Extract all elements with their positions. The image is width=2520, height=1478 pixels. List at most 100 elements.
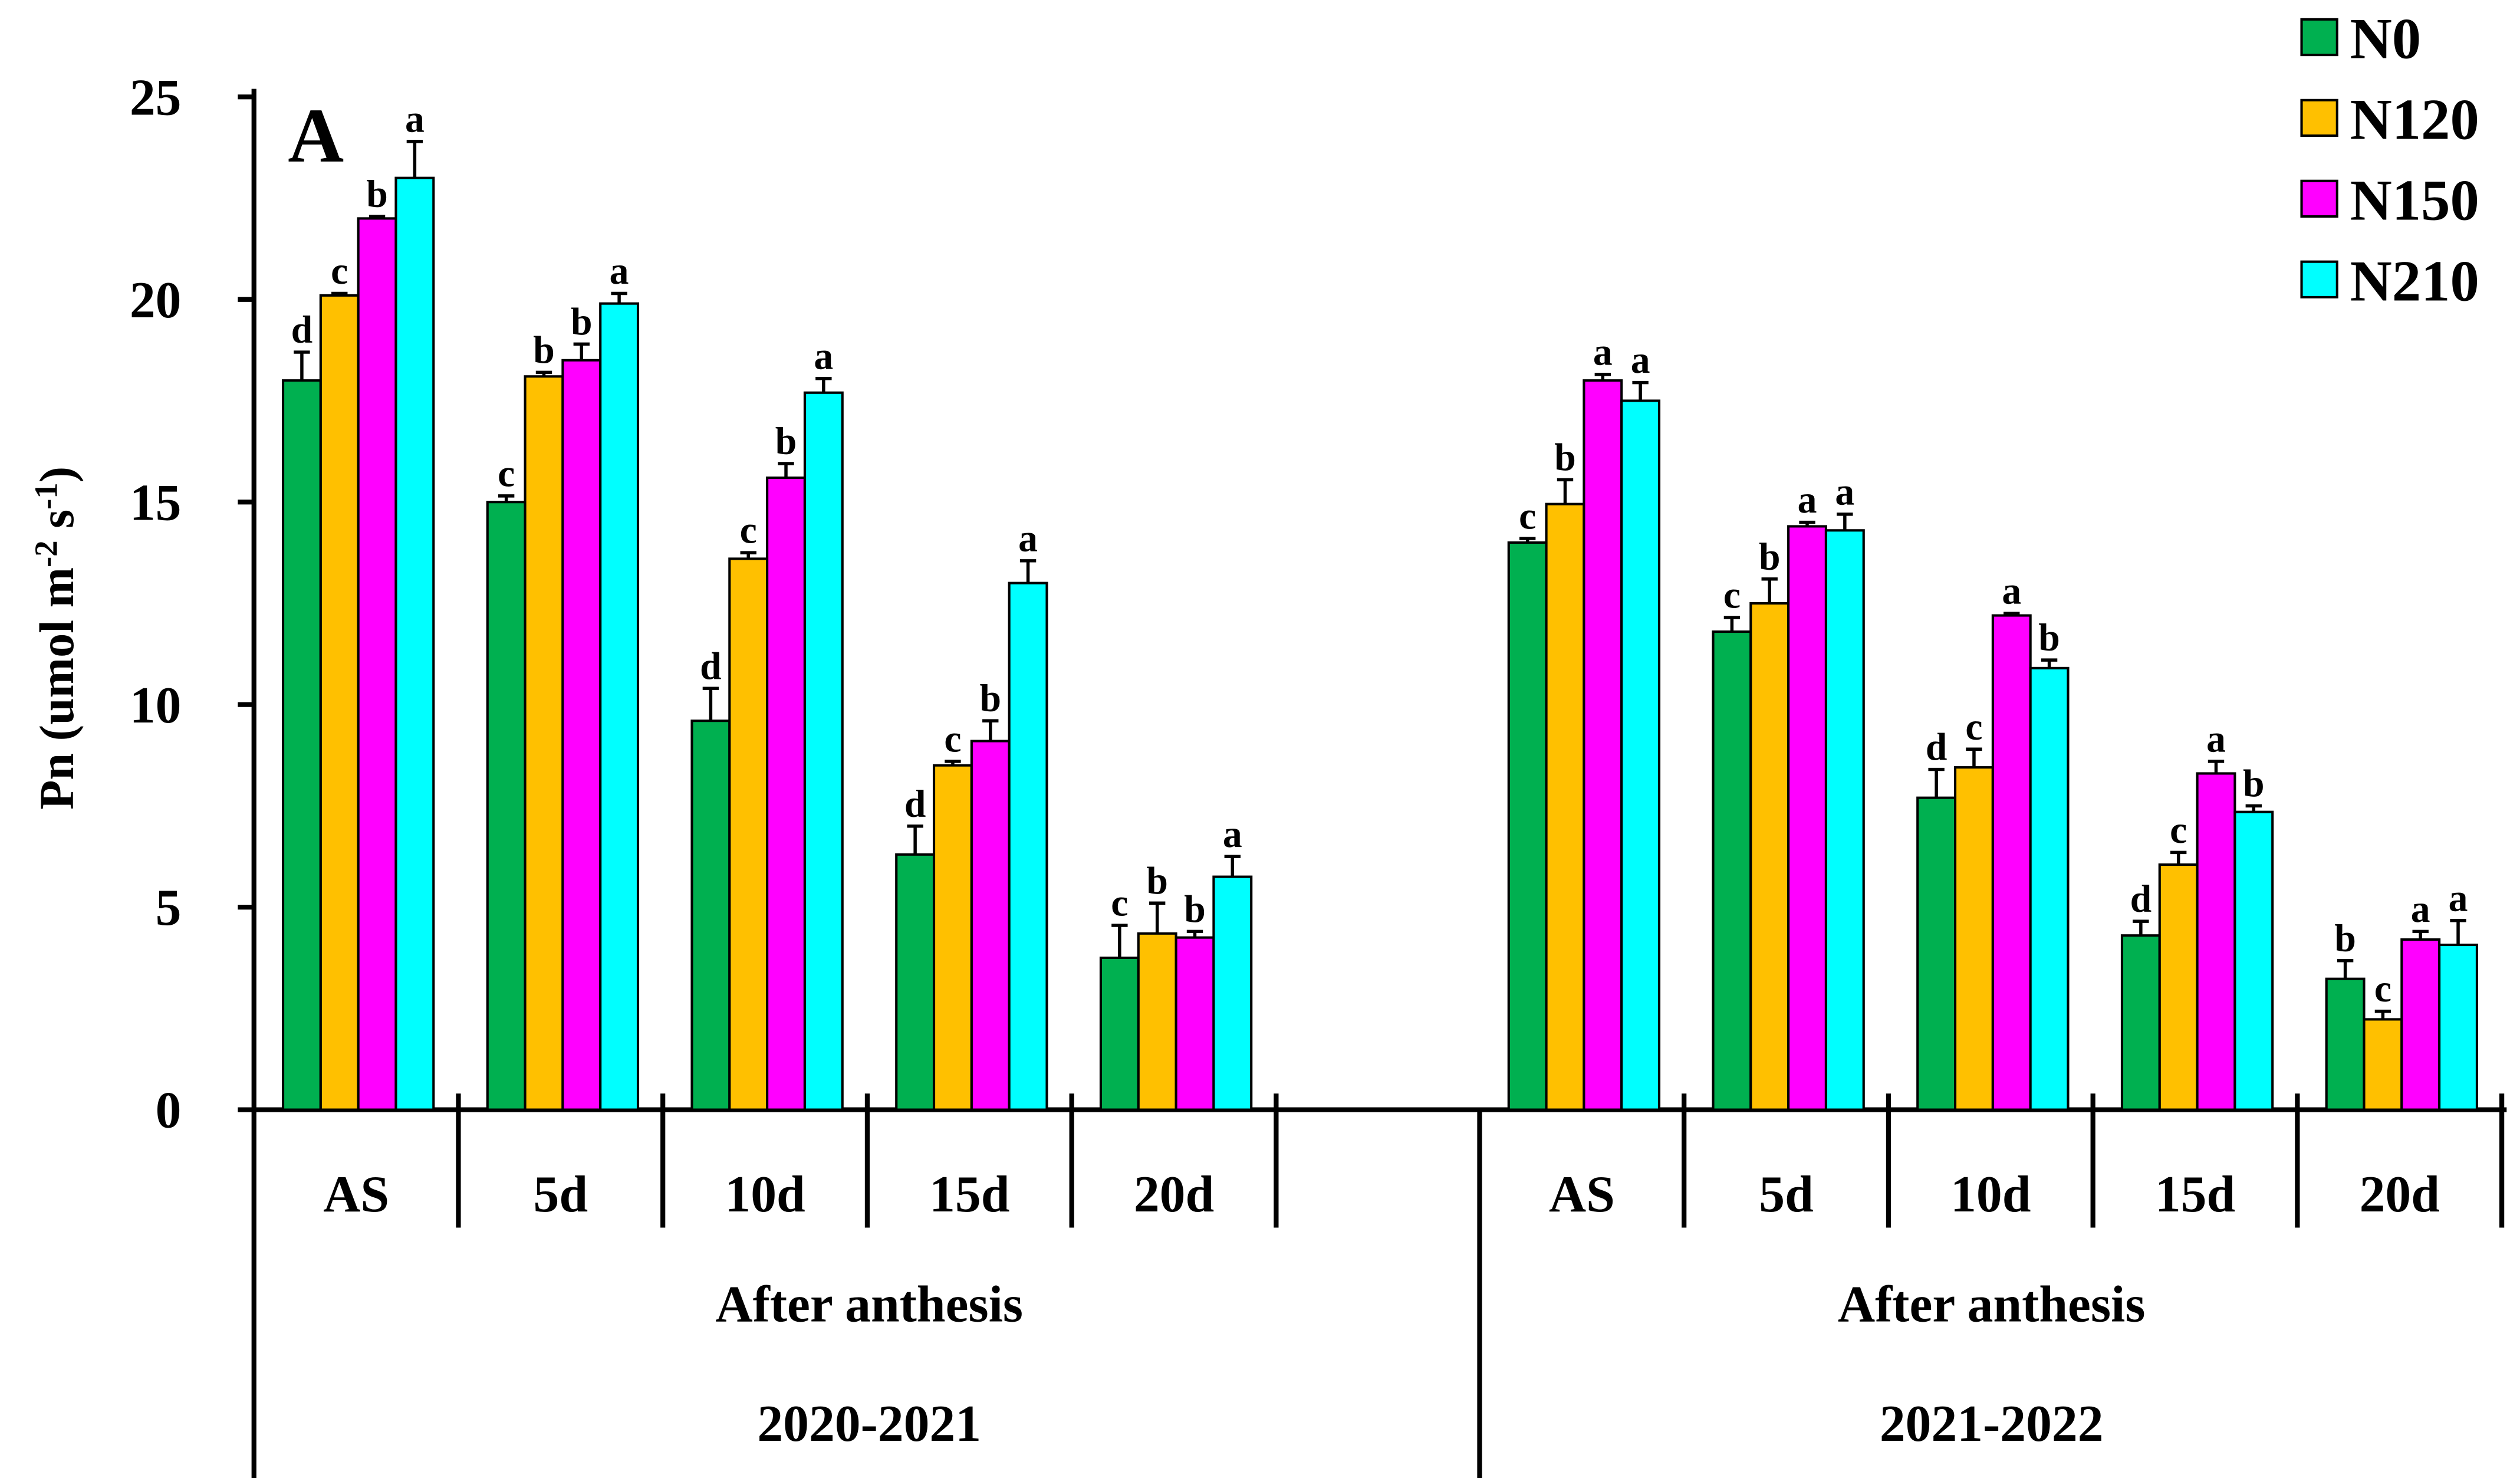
- bar-N120: [1749, 602, 1790, 1111]
- significance-letter: b: [1554, 436, 1576, 479]
- bar-N0: [1099, 956, 1140, 1111]
- y-tick-label: 10: [130, 676, 182, 734]
- significance-letter: b: [2038, 616, 2060, 659]
- significance-letter: b: [533, 329, 555, 372]
- significance-letter: a: [2411, 888, 2430, 931]
- legend-swatch-N0: [2300, 18, 2338, 57]
- bar-N150: [357, 217, 397, 1111]
- bar-N150: [561, 359, 602, 1111]
- significance-letter: a: [1593, 330, 1613, 373]
- significance-letter: b: [1184, 888, 1206, 931]
- bar-N210: [2438, 943, 2479, 1111]
- bar-N210: [2029, 666, 2070, 1111]
- significance-letter: c: [2170, 809, 2187, 852]
- significance-letter: b: [2334, 917, 2356, 960]
- legend-label: N120: [2350, 88, 2479, 152]
- bar-N210: [1212, 875, 1253, 1111]
- bar-N150: [970, 740, 1011, 1111]
- y-tick-label: 25: [130, 68, 182, 126]
- y-tick-label: 0: [156, 1082, 182, 1139]
- y-axis-label-sup1: -2: [28, 540, 64, 567]
- bar-N0: [2120, 934, 2161, 1111]
- bar-N120: [2158, 863, 2199, 1111]
- significance-letter: a: [1223, 813, 1242, 856]
- y-axis-label-sup2: -1: [28, 482, 64, 510]
- bar-N120: [1545, 502, 1585, 1111]
- significance-letter: a: [610, 249, 629, 293]
- significance-letter: b: [1759, 535, 1781, 578]
- panel-label: A: [288, 93, 344, 179]
- y-axis-label-end: ): [30, 467, 84, 482]
- significance-letter: d: [700, 645, 722, 688]
- bar-N0: [1916, 796, 1957, 1111]
- x-axis-label: After anthesis: [715, 1275, 1023, 1332]
- significance-letter: c: [498, 452, 515, 495]
- x-category-label: AS: [1549, 1165, 1615, 1223]
- bar-N120: [728, 557, 769, 1111]
- bar-N120: [524, 375, 564, 1111]
- legend-swatch-N210: [2300, 260, 2338, 298]
- x-category-label: AS: [323, 1165, 389, 1223]
- axes: 0 5 10 15 20 25: [130, 68, 2507, 1478]
- bar-N0: [486, 501, 527, 1111]
- significance-letter: a: [814, 334, 833, 377]
- significance-letter: b: [1146, 859, 1168, 902]
- significance-letter: b: [571, 300, 593, 343]
- bar-N120: [1137, 932, 1177, 1111]
- year-label: 2021-2022: [1880, 1395, 2104, 1452]
- significance-letter: a: [405, 97, 425, 140]
- significance-letter: d: [904, 782, 926, 825]
- significance-letter: a: [1835, 470, 1854, 513]
- bar-N150: [1175, 936, 1215, 1111]
- bar-N0: [281, 379, 322, 1111]
- y-tick-label: 20: [130, 271, 182, 329]
- x-category-label: 10d: [725, 1165, 805, 1223]
- significance-letter: a: [2002, 570, 2021, 613]
- significance-letter: c: [331, 249, 348, 293]
- significance-letter: b: [2243, 762, 2265, 805]
- bar-N150: [1991, 614, 2032, 1111]
- x-category-label: 20d: [2360, 1165, 2440, 1223]
- significance-letter: d: [2130, 878, 2152, 921]
- bar-N210: [1620, 399, 1661, 1111]
- significance-letter: a: [1631, 339, 1650, 382]
- significance-letter: b: [979, 677, 1001, 720]
- legend-label: N210: [2350, 249, 2479, 313]
- x-axis-label: After anthesis: [1838, 1275, 2146, 1332]
- x-category-label: 20d: [1134, 1165, 1214, 1223]
- bar-N120: [2363, 1018, 2403, 1111]
- bar-N0: [2325, 977, 2366, 1111]
- y-axis-label-mid: s: [30, 510, 84, 541]
- bar-N0: [690, 720, 731, 1111]
- bar-N150: [2400, 938, 2441, 1111]
- bar-N150: [2196, 772, 2236, 1111]
- significance-letter: a: [2449, 876, 2468, 919]
- x-category-label: 5d: [1759, 1165, 1814, 1223]
- y-axis-label: Pn (umol m-2 s-1): [28, 467, 84, 810]
- y-tick-label: 15: [130, 474, 182, 531]
- significance-letter: c: [1519, 495, 1536, 538]
- significance-letter: c: [1111, 882, 1128, 925]
- significance-letter: b: [366, 173, 388, 216]
- legend-swatch-N150: [2300, 179, 2338, 218]
- bar-N120: [319, 294, 360, 1111]
- significance-letter: d: [1926, 725, 1947, 768]
- bar-N210: [394, 176, 435, 1111]
- legend-swatch-N120: [2300, 98, 2338, 137]
- bar-N0: [1712, 630, 1752, 1111]
- significance-letter: c: [944, 717, 961, 760]
- year-label: 2020-2021: [757, 1395, 981, 1452]
- bar-N0: [1507, 541, 1548, 1111]
- x-category-label: 5d: [534, 1165, 588, 1223]
- bar-N120: [932, 764, 973, 1111]
- bar-N210: [2233, 810, 2274, 1111]
- bar-N210: [1008, 582, 1048, 1111]
- significance-letter: c: [1723, 574, 1741, 617]
- bar-N150: [1583, 379, 1623, 1111]
- bar-N210: [1824, 529, 1865, 1111]
- bars: [281, 140, 2479, 1111]
- legend-label: N150: [2350, 168, 2479, 232]
- bar-N210: [599, 302, 640, 1111]
- x-category-label: 15d: [2155, 1165, 2235, 1223]
